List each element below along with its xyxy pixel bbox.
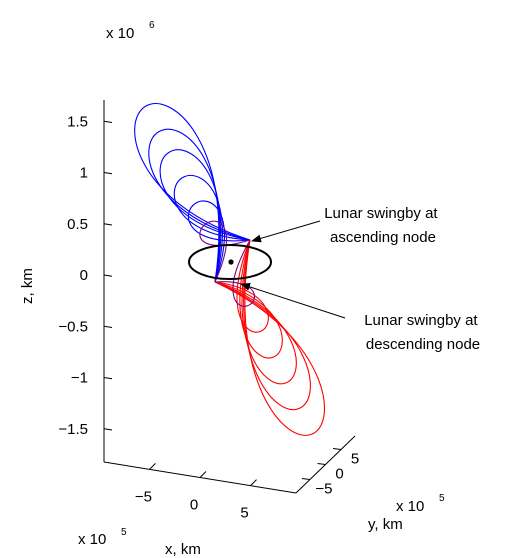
z-tick-mark bbox=[103, 172, 113, 175]
x-tick-mark bbox=[149, 462, 156, 470]
y-tick-mark bbox=[301, 478, 311, 480]
y-tick-label: 5 bbox=[351, 451, 359, 468]
annotation-ascending-arrow bbox=[251, 220, 321, 243]
annotation-descending-line1: Lunar swingby at bbox=[364, 312, 478, 329]
annotation-descending: Lunar swingby at descending node bbox=[364, 312, 482, 353]
z-tick-label: −1.5 bbox=[58, 421, 88, 438]
x-multiplier-exponent: 5 bbox=[121, 527, 127, 538]
y-tick-mark bbox=[332, 448, 342, 450]
z-ticks: 1.5 1 0.5 0 −0.5 −1 −1.5 bbox=[58, 113, 113, 438]
y-tick-label: 0 bbox=[335, 466, 343, 483]
y-tick-mark bbox=[317, 463, 326, 465]
x-axis-label: x, km bbox=[165, 541, 201, 558]
orbit-loop-lower bbox=[214, 239, 325, 436]
annotation-ascending-line2: ascending node bbox=[330, 229, 436, 246]
y-axis-label: y, km bbox=[368, 516, 403, 533]
z-tick-mark bbox=[103, 325, 113, 329]
x-multiplier: x 10 bbox=[78, 531, 106, 548]
annotation-ascending: Lunar swingby at ascending node bbox=[324, 205, 442, 246]
annotation-descending-line2: descending node bbox=[366, 336, 480, 353]
z-tick-mark bbox=[103, 120, 113, 124]
z-tick-label: 1.5 bbox=[67, 113, 88, 130]
z-tick-mark bbox=[103, 428, 113, 431]
z-tick-mark bbox=[103, 274, 113, 277]
x-tick-label: 0 bbox=[190, 497, 198, 514]
z-tick-label: 0.5 bbox=[67, 216, 88, 233]
orbit-loop-lower bbox=[214, 239, 297, 385]
annotation-ascending-line1: Lunar swingby at bbox=[324, 205, 438, 222]
z-multiplier-exponent: 6 bbox=[149, 20, 155, 31]
orbit-loop-upper bbox=[187, 200, 251, 283]
orbit-loop-upper bbox=[148, 128, 251, 283]
earth-marker bbox=[228, 259, 234, 265]
x-tick-label: 5 bbox=[240, 505, 248, 522]
x-tick-mark bbox=[250, 479, 257, 487]
x-ticks: −5 0 5 bbox=[135, 462, 257, 522]
z-multiplier: x 10 bbox=[106, 25, 134, 42]
annotation-descending-arrow bbox=[240, 282, 346, 319]
z-axis-label: z, km bbox=[19, 268, 36, 304]
y-ticks: −505 bbox=[301, 448, 359, 498]
z-tick-mark bbox=[103, 223, 113, 226]
z-tick-label: −1 bbox=[71, 370, 88, 387]
z-tick-mark bbox=[103, 377, 113, 380]
orbit-trajectories bbox=[134, 103, 325, 436]
z-tick-label: 0 bbox=[80, 267, 88, 284]
x-tick-label: −5 bbox=[135, 488, 152, 505]
z-tick-label: 1 bbox=[80, 165, 88, 182]
orbit-loop-upper bbox=[159, 149, 251, 283]
y-multiplier-exponent: 5 bbox=[439, 493, 445, 504]
y-multiplier: x 10 bbox=[396, 498, 424, 515]
y-tick-label: −5 bbox=[315, 481, 332, 498]
lunar-orbit-ellipse bbox=[188, 244, 272, 280]
x-tick-mark bbox=[199, 471, 207, 478]
z-tick-label: −0.5 bbox=[58, 318, 88, 335]
orbit-loop-lower bbox=[214, 239, 311, 411]
